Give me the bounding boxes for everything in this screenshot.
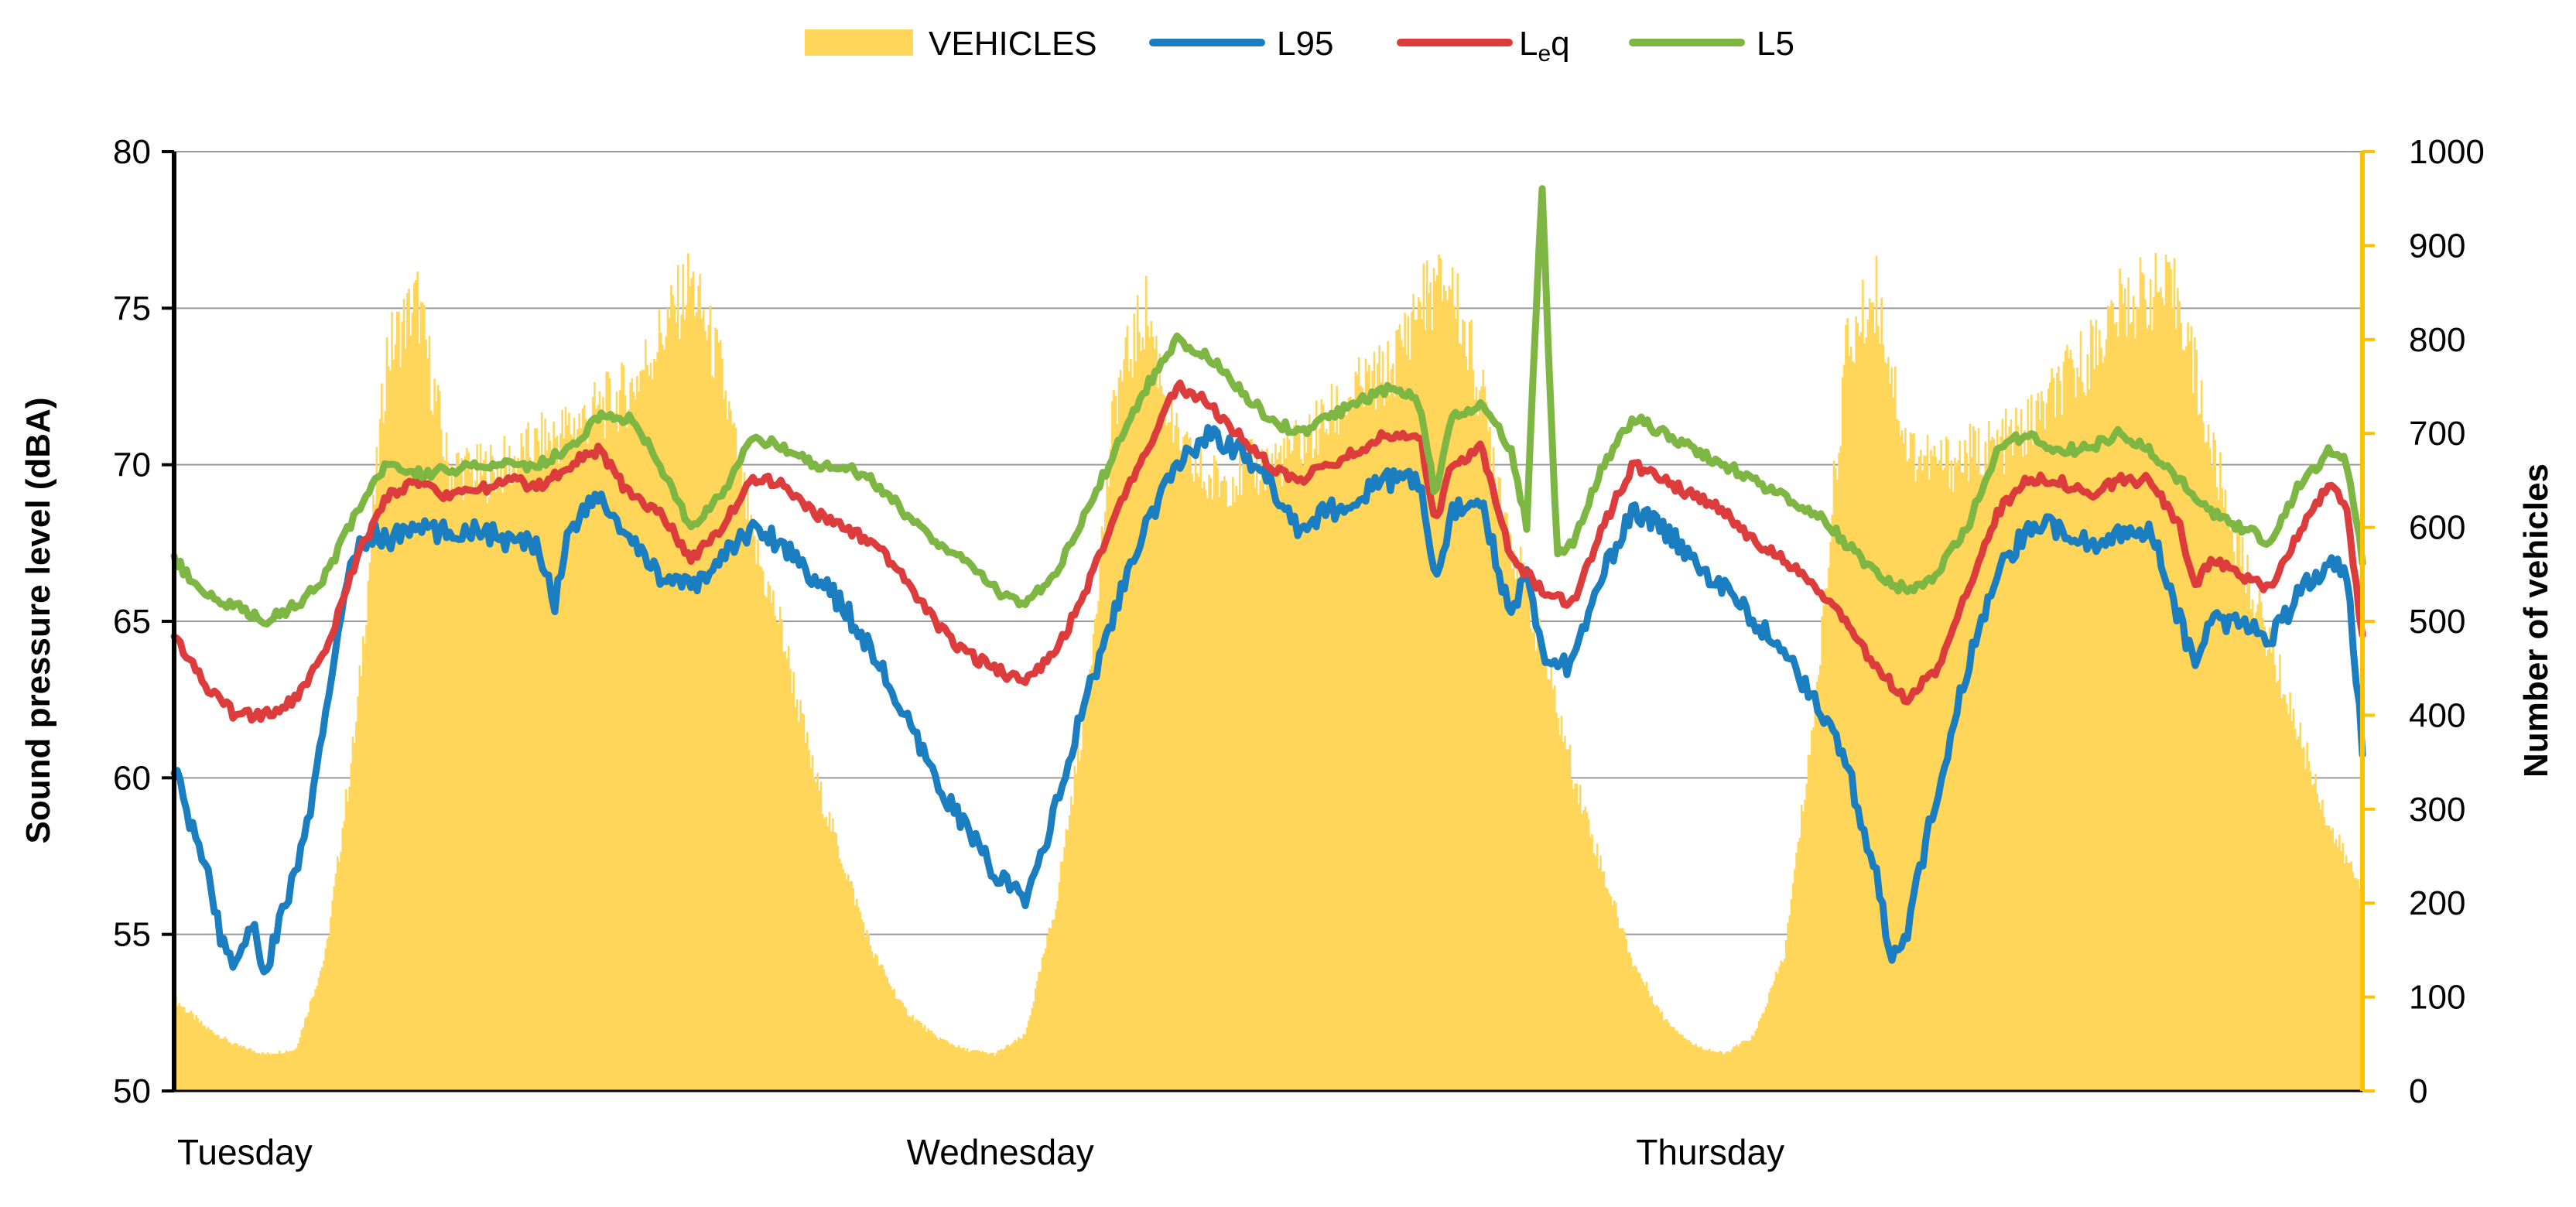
legend-label-text: L [1519,25,1538,63]
left-tick-label: 75 [113,289,151,327]
x-day-label: Thursday [1636,1132,1784,1172]
right-tick-label: 500 [2409,603,2465,641]
right-tick-label: 600 [2409,509,2465,547]
legend-label-l5: L5 [1757,25,1794,63]
legend-label-text: L5 [1757,25,1794,63]
legend-label-l95: L95 [1277,25,1333,63]
right-tick-label: 700 [2409,415,2465,453]
x-axis-day-labels: Tuesday Wednesday Thursday [177,1132,1784,1172]
legend: VEHICLES L95 Leq L5 [805,25,1794,67]
left-tick-label: 60 [113,759,151,797]
vehicles-area [173,253,2363,1091]
legend-label-vehicles: VEHICLES [929,25,1097,63]
vehicles-series [173,253,2363,1091]
series-line-l95 [170,424,2366,976]
left-axis-ticks: 50 55 60 65 70 75 80 [113,133,174,1110]
right-tick-label: 800 [2409,321,2465,359]
legend-label-subscript: e [1538,41,1551,67]
left-tick-label: 70 [113,446,151,484]
right-tick-label: 200 [2409,884,2465,922]
left-tick-label: 55 [113,916,151,954]
right-tick-label: 1000 [2409,133,2485,171]
legend-swatch-vehicles [805,29,913,56]
left-tick-label: 65 [113,603,151,641]
x-day-label: Tuesday [177,1132,313,1172]
x-day-label: Wednesday [907,1132,1094,1172]
legend-label-leq: Leq [1519,25,1570,67]
legend-label-text: VEHICLES [929,25,1097,63]
left-axis-label: Sound pressure level (dBA) [19,397,57,843]
right-tick-label: 900 [2409,227,2465,265]
legend-label-suffix: q [1551,25,1569,63]
right-axis-label: Number of vehicles [2517,463,2555,778]
line-series-group [170,185,2366,976]
right-tick-label: 0 [2409,1072,2427,1110]
legend-label-text: L95 [1277,25,1333,63]
right-tick-label: 300 [2409,791,2465,829]
right-tick-label: 100 [2409,979,2465,1017]
series-line-leq [170,379,2366,724]
left-tick-label: 80 [113,133,151,171]
series-line-l5 [170,185,2366,627]
right-tick-label: 400 [2409,696,2465,734]
left-tick-label: 50 [113,1072,151,1110]
right-axis-ticks: 0 100 200 300 400 500 600 700 800 900 1000 [2362,133,2485,1110]
